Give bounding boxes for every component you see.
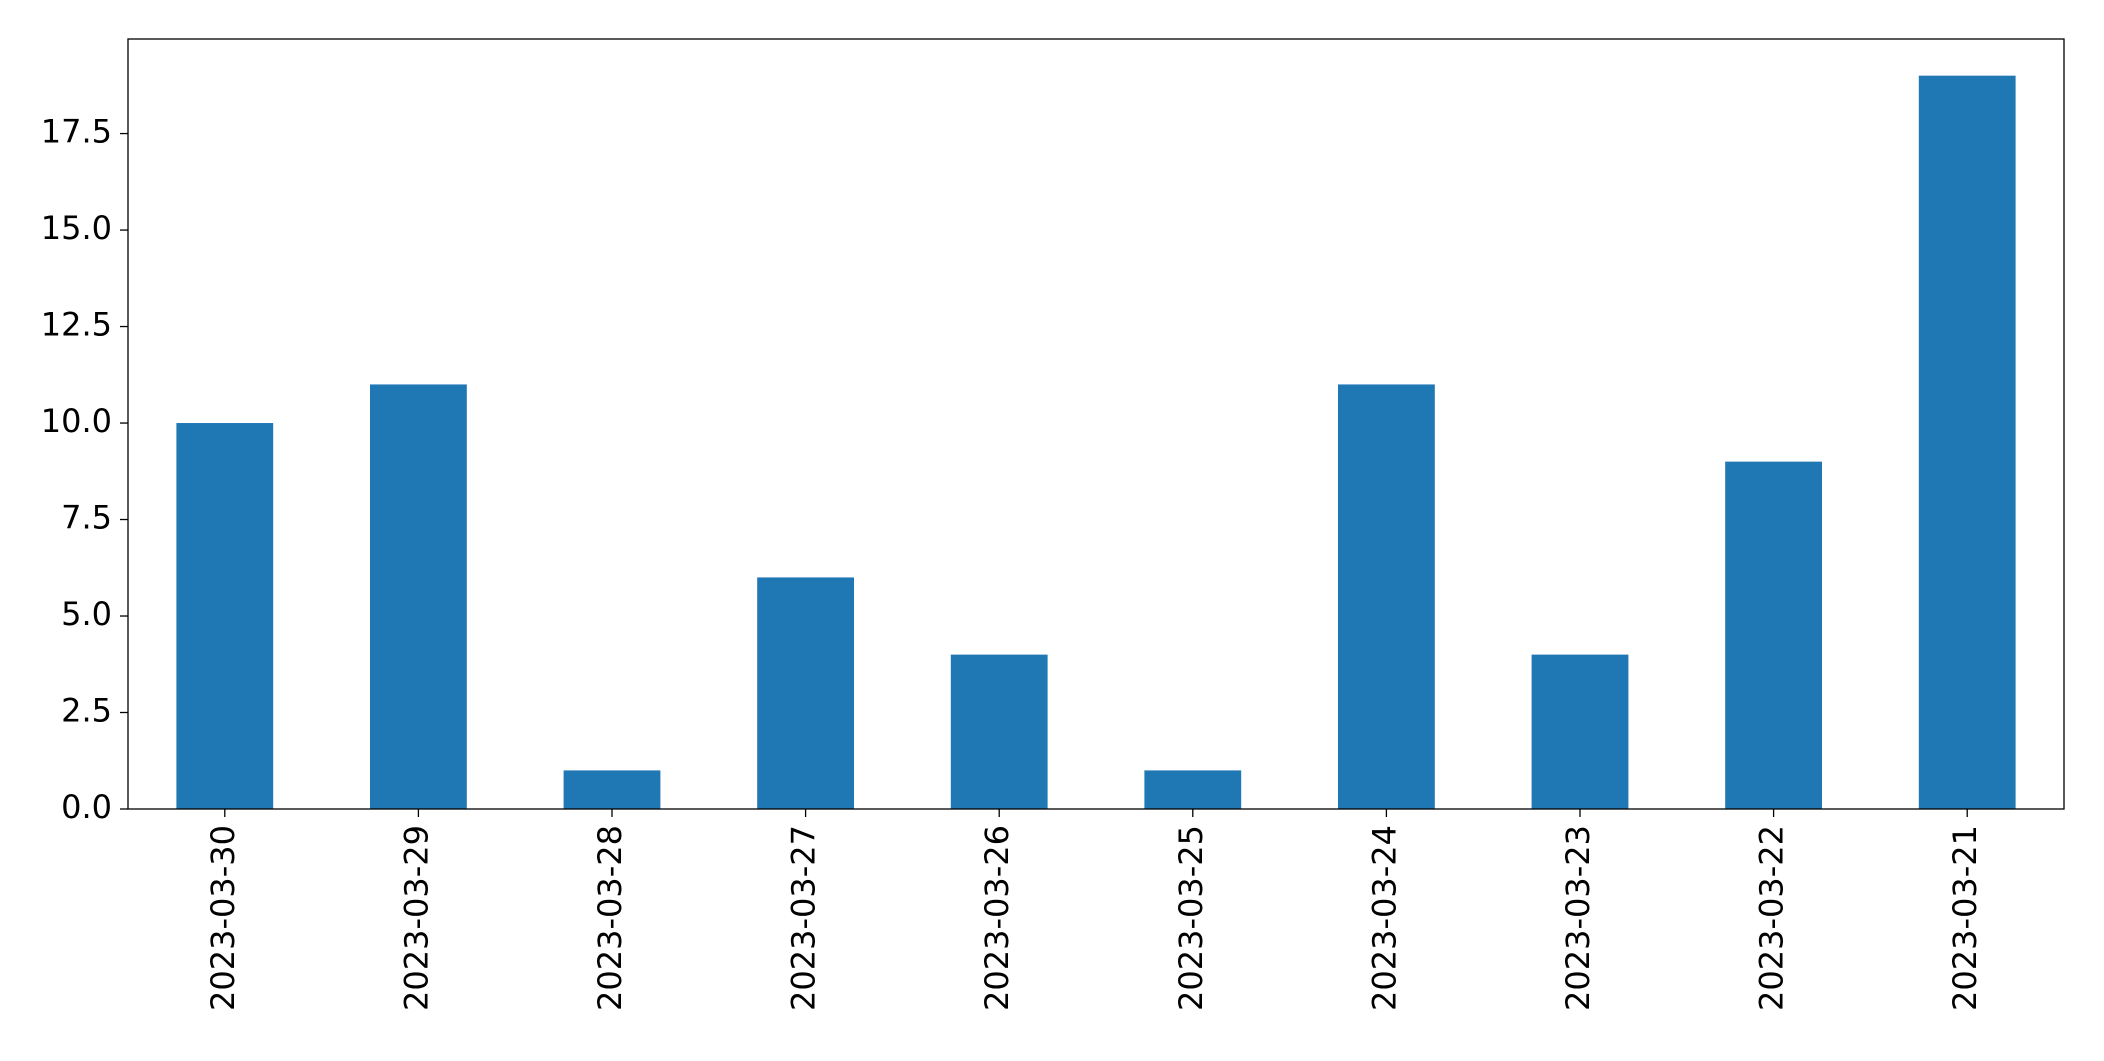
axes-frame [127,38,2065,810]
y-tick-label: 2.5 [61,692,112,730]
x-tick-label: 2023-03-25 [1172,825,1210,1011]
y-tick-label: 17.5 [41,113,112,151]
bar [1531,654,1629,809]
x-tick-label: 2023-03-23 [1559,825,1597,1011]
x-tick-label: 2023-03-29 [397,825,435,1011]
y-tick-label: 0.0 [61,788,112,826]
bar [1338,384,1435,809]
bar [1144,770,1242,809]
bar [370,384,467,809]
x-tick-label: 2023-03-28 [591,825,629,1011]
x-tick-label: 2023-03-26 [978,825,1016,1011]
bar [563,770,661,809]
bar [950,654,1048,809]
x-tick-label: 2023-03-27 [785,825,823,1011]
y-tick-label: 15.0 [41,209,112,247]
x-tick-label: 2023-03-30 [204,825,242,1011]
y-tick-label: 5.0 [61,595,112,633]
bar [1918,75,2016,809]
y-tick-label: 12.5 [41,306,112,344]
x-tick-label: 2023-03-22 [1753,825,1791,1011]
bar [757,577,854,809]
x-tick-label: 2023-03-21 [1946,825,1984,1011]
y-tick-label: 10.0 [41,402,112,440]
x-tick-label: 2023-03-24 [1365,825,1403,1011]
bar [1725,461,1822,809]
bar [176,423,274,809]
y-tick-label: 7.5 [61,499,112,537]
